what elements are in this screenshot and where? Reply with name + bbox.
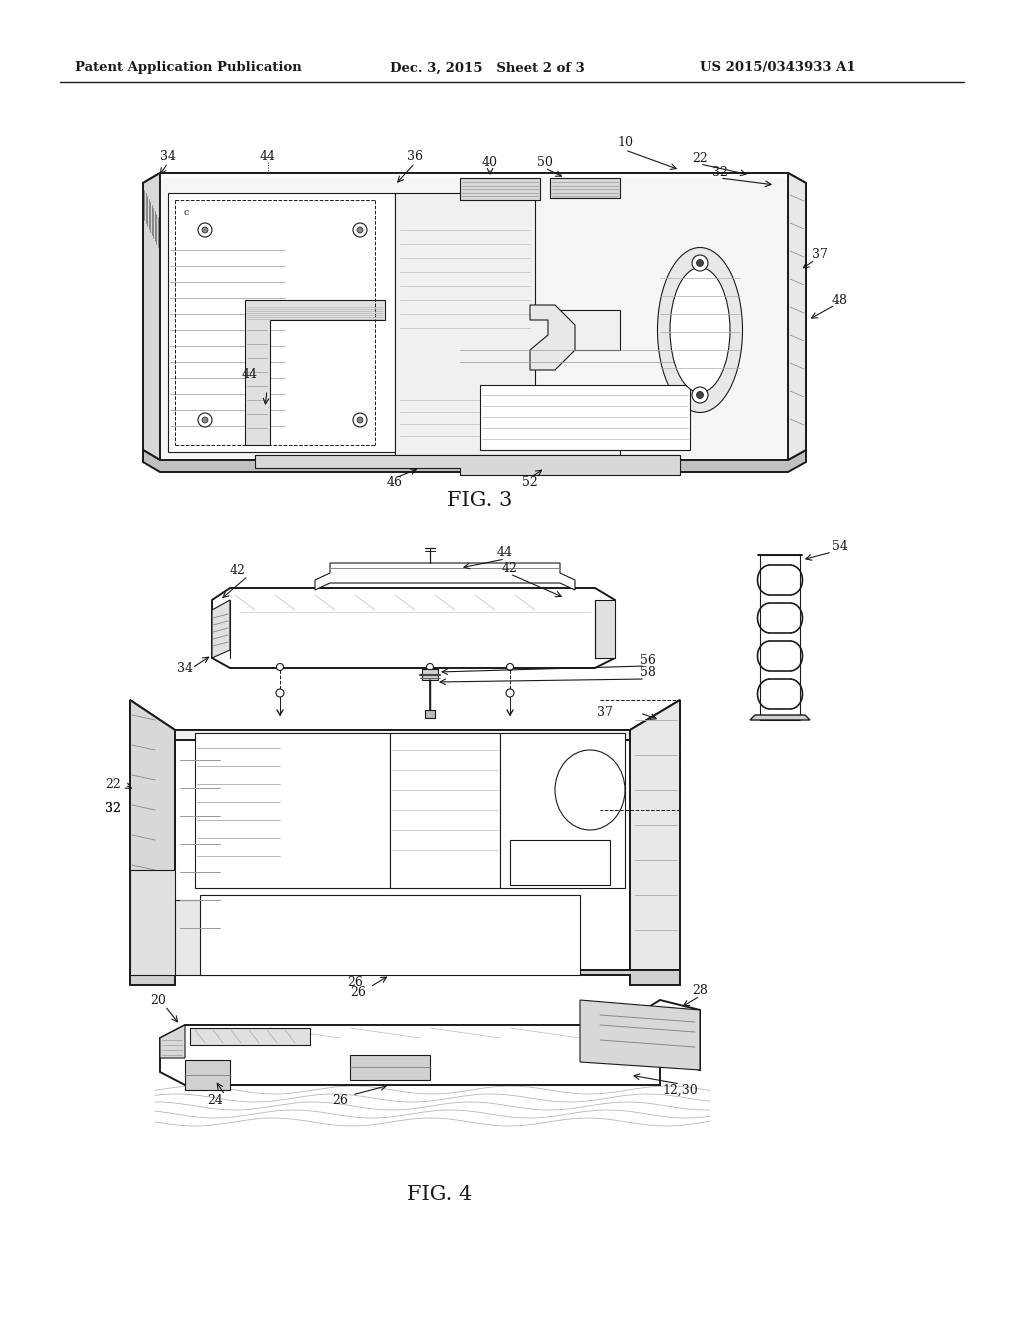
Circle shape xyxy=(353,413,367,426)
Polygon shape xyxy=(212,601,230,657)
Text: 54: 54 xyxy=(833,540,848,553)
Text: 22: 22 xyxy=(105,779,121,792)
Circle shape xyxy=(696,392,703,399)
Text: 36: 36 xyxy=(407,150,423,164)
Text: 34: 34 xyxy=(177,661,193,675)
Circle shape xyxy=(696,260,703,267)
Polygon shape xyxy=(255,455,680,475)
Polygon shape xyxy=(480,385,690,450)
Circle shape xyxy=(198,413,212,426)
Polygon shape xyxy=(425,710,435,718)
Polygon shape xyxy=(195,733,390,888)
Polygon shape xyxy=(185,1060,230,1090)
Text: 24: 24 xyxy=(207,1093,223,1106)
Circle shape xyxy=(692,387,708,403)
Polygon shape xyxy=(130,870,175,975)
Circle shape xyxy=(202,417,208,422)
Circle shape xyxy=(276,689,284,697)
Text: FIG. 3: FIG. 3 xyxy=(447,491,513,510)
Polygon shape xyxy=(200,895,580,975)
Circle shape xyxy=(353,223,367,238)
Polygon shape xyxy=(580,1001,700,1071)
Text: 42: 42 xyxy=(502,561,518,574)
Text: 28: 28 xyxy=(692,983,708,997)
Polygon shape xyxy=(350,1055,430,1080)
Polygon shape xyxy=(190,1028,310,1045)
Circle shape xyxy=(357,417,362,422)
Polygon shape xyxy=(175,730,630,970)
Polygon shape xyxy=(245,300,385,445)
Text: FIG. 4: FIG. 4 xyxy=(408,1185,473,1204)
Text: 22: 22 xyxy=(692,152,708,165)
Text: Patent Application Publication: Patent Application Publication xyxy=(75,62,302,74)
Circle shape xyxy=(506,689,514,697)
Text: 12,30: 12,30 xyxy=(663,1084,698,1097)
Text: 32: 32 xyxy=(105,801,121,814)
Polygon shape xyxy=(550,178,620,198)
Text: 46: 46 xyxy=(387,475,403,488)
Polygon shape xyxy=(143,173,160,459)
Text: 44: 44 xyxy=(242,368,258,381)
Polygon shape xyxy=(750,715,810,719)
Text: 37: 37 xyxy=(597,706,613,719)
Polygon shape xyxy=(148,178,800,463)
Circle shape xyxy=(198,223,212,238)
Polygon shape xyxy=(160,1026,185,1059)
Circle shape xyxy=(202,227,208,234)
Polygon shape xyxy=(212,587,615,668)
Polygon shape xyxy=(160,1001,700,1085)
Polygon shape xyxy=(788,173,806,459)
Text: 50: 50 xyxy=(537,157,553,169)
Circle shape xyxy=(427,664,433,671)
Polygon shape xyxy=(390,733,500,888)
Text: 58: 58 xyxy=(640,667,656,680)
Text: 42: 42 xyxy=(230,564,246,577)
Text: 40: 40 xyxy=(482,157,498,169)
Polygon shape xyxy=(500,733,625,888)
Text: 32: 32 xyxy=(105,801,121,814)
Polygon shape xyxy=(315,564,575,590)
Polygon shape xyxy=(130,700,680,741)
Circle shape xyxy=(692,255,708,271)
Polygon shape xyxy=(595,601,615,657)
Text: 44: 44 xyxy=(260,150,276,164)
Text: 34: 34 xyxy=(160,150,176,164)
Text: c: c xyxy=(183,209,188,216)
Text: 26: 26 xyxy=(347,977,362,990)
Polygon shape xyxy=(530,305,575,370)
Polygon shape xyxy=(143,450,806,473)
Text: 48: 48 xyxy=(831,293,848,306)
Text: 44: 44 xyxy=(497,546,513,560)
Text: Dec. 3, 2015   Sheet 2 of 3: Dec. 3, 2015 Sheet 2 of 3 xyxy=(390,62,585,74)
Circle shape xyxy=(507,664,513,671)
Polygon shape xyxy=(175,900,350,975)
Text: 52: 52 xyxy=(522,475,538,488)
Circle shape xyxy=(276,664,284,671)
Text: 26: 26 xyxy=(332,1093,348,1106)
Polygon shape xyxy=(510,840,610,884)
Ellipse shape xyxy=(670,268,730,392)
Circle shape xyxy=(357,227,362,234)
Polygon shape xyxy=(422,669,438,680)
Polygon shape xyxy=(168,193,395,451)
Text: 32: 32 xyxy=(712,165,728,178)
Polygon shape xyxy=(130,970,680,985)
Text: 37: 37 xyxy=(812,248,828,261)
Text: 56: 56 xyxy=(640,653,656,667)
Polygon shape xyxy=(395,193,620,455)
Polygon shape xyxy=(130,700,175,970)
Text: US 2015/0343933 A1: US 2015/0343933 A1 xyxy=(700,62,856,74)
Ellipse shape xyxy=(555,750,625,830)
Polygon shape xyxy=(143,173,806,459)
Text: 26: 26 xyxy=(350,986,366,998)
Text: 10: 10 xyxy=(617,136,633,149)
Polygon shape xyxy=(460,178,540,201)
Polygon shape xyxy=(760,554,800,719)
Ellipse shape xyxy=(657,248,742,412)
Text: 20: 20 xyxy=(151,994,166,1006)
Polygon shape xyxy=(630,700,680,970)
